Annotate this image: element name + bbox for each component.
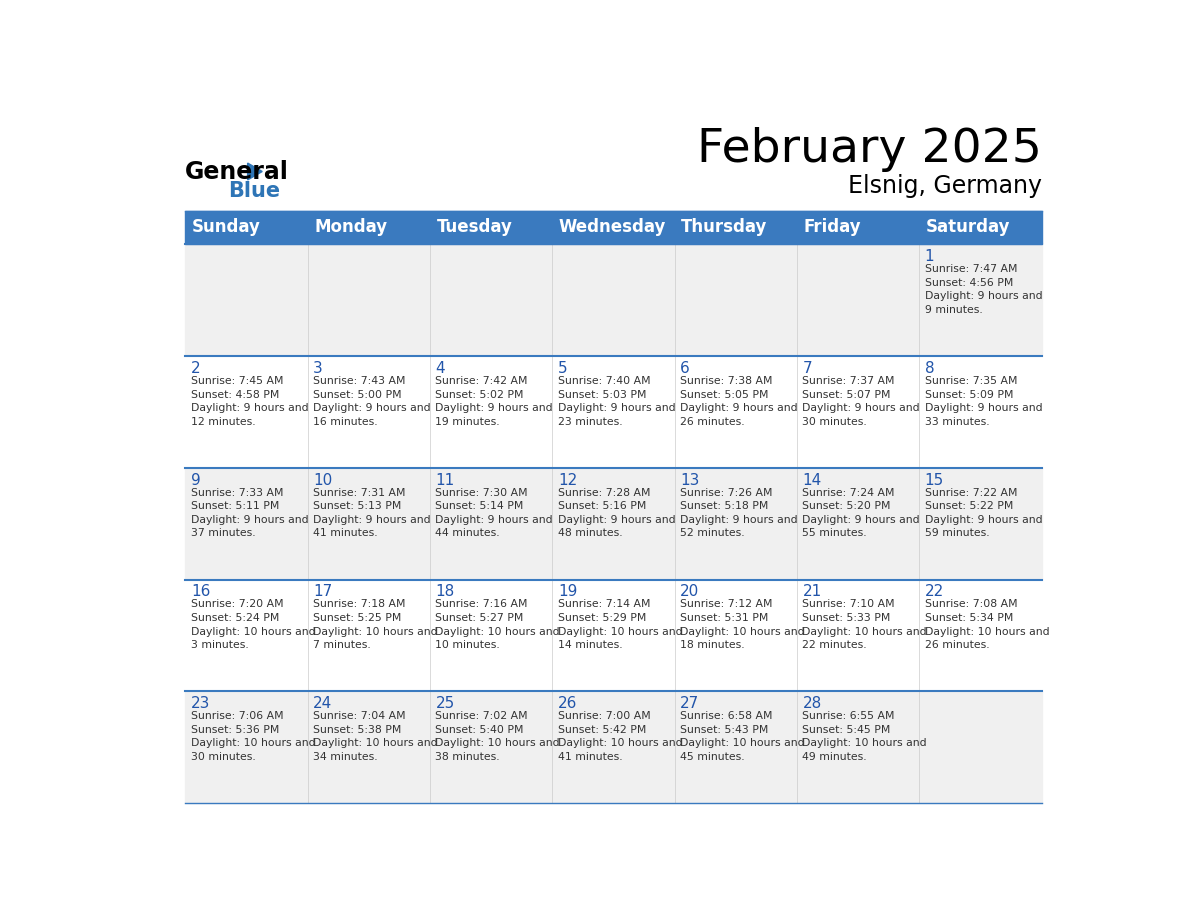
Text: Sunrise: 7:08 AM
Sunset: 5:34 PM
Daylight: 10 hours and
26 minutes.: Sunrise: 7:08 AM Sunset: 5:34 PM Dayligh… [924,599,1049,650]
Text: Sunrise: 7:16 AM
Sunset: 5:27 PM
Daylight: 10 hours and
10 minutes.: Sunrise: 7:16 AM Sunset: 5:27 PM Dayligh… [436,599,560,650]
Bar [185,356,1042,468]
Text: Sunrise: 7:28 AM
Sunset: 5:16 PM
Daylight: 9 hours and
48 minutes.: Sunrise: 7:28 AM Sunset: 5:16 PM Dayligh… [558,487,676,539]
Text: 15: 15 [924,473,944,487]
Text: Sunrise: 7:43 AM
Sunset: 5:00 PM
Daylight: 9 hours and
16 minutes.: Sunrise: 7:43 AM Sunset: 5:00 PM Dayligh… [314,376,431,427]
Text: Sunrise: 7:20 AM
Sunset: 5:24 PM
Daylight: 10 hours and
3 minutes.: Sunrise: 7:20 AM Sunset: 5:24 PM Dayligh… [191,599,316,650]
Text: 25: 25 [436,696,455,711]
Bar [185,691,1042,803]
Text: 1: 1 [924,250,935,264]
Text: 6: 6 [681,361,690,376]
Text: Blue: Blue [228,182,280,201]
Text: Sunrise: 7:00 AM
Sunset: 5:42 PM
Daylight: 10 hours and
41 minutes.: Sunrise: 7:00 AM Sunset: 5:42 PM Dayligh… [558,711,682,762]
Text: 23: 23 [191,696,210,711]
Text: Sunrise: 7:30 AM
Sunset: 5:14 PM
Daylight: 9 hours and
44 minutes.: Sunrise: 7:30 AM Sunset: 5:14 PM Dayligh… [436,487,554,539]
Text: 4: 4 [436,361,446,376]
Text: 16: 16 [191,585,210,599]
Text: 24: 24 [314,696,333,711]
Text: Wednesday: Wednesday [558,218,666,237]
Text: 5: 5 [558,361,568,376]
Text: 3: 3 [314,361,323,376]
Text: Sunrise: 7:45 AM
Sunset: 4:58 PM
Daylight: 9 hours and
12 minutes.: Sunrise: 7:45 AM Sunset: 4:58 PM Dayligh… [191,376,309,427]
Text: Sunrise: 7:02 AM
Sunset: 5:40 PM
Daylight: 10 hours and
38 minutes.: Sunrise: 7:02 AM Sunset: 5:40 PM Dayligh… [436,711,560,762]
Text: Sunrise: 7:22 AM
Sunset: 5:22 PM
Daylight: 9 hours and
59 minutes.: Sunrise: 7:22 AM Sunset: 5:22 PM Dayligh… [924,487,1042,539]
Text: Sunrise: 7:31 AM
Sunset: 5:13 PM
Daylight: 9 hours and
41 minutes.: Sunrise: 7:31 AM Sunset: 5:13 PM Dayligh… [314,487,431,539]
Bar [185,579,1042,691]
Text: 8: 8 [924,361,935,376]
Text: 22: 22 [924,585,944,599]
Text: 27: 27 [681,696,700,711]
Text: 26: 26 [558,696,577,711]
Text: Sunrise: 6:55 AM
Sunset: 5:45 PM
Daylight: 10 hours and
49 minutes.: Sunrise: 6:55 AM Sunset: 5:45 PM Dayligh… [802,711,927,762]
Text: 11: 11 [436,473,455,487]
Text: 17: 17 [314,585,333,599]
Text: 9: 9 [191,473,201,487]
Text: Sunday: Sunday [191,218,260,237]
Text: Thursday: Thursday [681,218,767,237]
Text: 18: 18 [436,585,455,599]
Text: Sunrise: 7:38 AM
Sunset: 5:05 PM
Daylight: 9 hours and
26 minutes.: Sunrise: 7:38 AM Sunset: 5:05 PM Dayligh… [681,376,798,427]
Text: Sunrise: 7:35 AM
Sunset: 5:09 PM
Daylight: 9 hours and
33 minutes.: Sunrise: 7:35 AM Sunset: 5:09 PM Dayligh… [924,376,1042,427]
Text: 13: 13 [681,473,700,487]
Text: Sunrise: 6:58 AM
Sunset: 5:43 PM
Daylight: 10 hours and
45 minutes.: Sunrise: 6:58 AM Sunset: 5:43 PM Dayligh… [681,711,804,762]
Text: 19: 19 [558,585,577,599]
Text: Elsnig, Germany: Elsnig, Germany [847,174,1042,197]
Text: Friday: Friday [803,218,861,237]
Text: 28: 28 [802,696,822,711]
Text: Sunrise: 7:42 AM
Sunset: 5:02 PM
Daylight: 9 hours and
19 minutes.: Sunrise: 7:42 AM Sunset: 5:02 PM Dayligh… [436,376,554,427]
Text: Sunrise: 7:26 AM
Sunset: 5:18 PM
Daylight: 9 hours and
52 minutes.: Sunrise: 7:26 AM Sunset: 5:18 PM Dayligh… [681,487,798,539]
Text: Sunrise: 7:14 AM
Sunset: 5:29 PM
Daylight: 10 hours and
14 minutes.: Sunrise: 7:14 AM Sunset: 5:29 PM Dayligh… [558,599,682,650]
Text: Sunrise: 7:24 AM
Sunset: 5:20 PM
Daylight: 9 hours and
55 minutes.: Sunrise: 7:24 AM Sunset: 5:20 PM Dayligh… [802,487,920,539]
Text: Sunrise: 7:12 AM
Sunset: 5:31 PM
Daylight: 10 hours and
18 minutes.: Sunrise: 7:12 AM Sunset: 5:31 PM Dayligh… [681,599,804,650]
Text: 2: 2 [191,361,201,376]
Text: Sunrise: 7:40 AM
Sunset: 5:03 PM
Daylight: 9 hours and
23 minutes.: Sunrise: 7:40 AM Sunset: 5:03 PM Dayligh… [558,376,676,427]
Text: Sunrise: 7:37 AM
Sunset: 5:07 PM
Daylight: 9 hours and
30 minutes.: Sunrise: 7:37 AM Sunset: 5:07 PM Dayligh… [802,376,920,427]
Bar [185,468,1042,579]
Text: Tuesday: Tuesday [436,218,512,237]
Text: Saturday: Saturday [925,218,1010,237]
Text: Monday: Monday [314,218,387,237]
Text: 10: 10 [314,473,333,487]
Text: Sunrise: 7:33 AM
Sunset: 5:11 PM
Daylight: 9 hours and
37 minutes.: Sunrise: 7:33 AM Sunset: 5:11 PM Dayligh… [191,487,309,539]
Text: 20: 20 [681,585,700,599]
Text: Sunrise: 7:10 AM
Sunset: 5:33 PM
Daylight: 10 hours and
22 minutes.: Sunrise: 7:10 AM Sunset: 5:33 PM Dayligh… [802,599,927,650]
Text: 7: 7 [802,361,813,376]
Text: 21: 21 [802,585,822,599]
Text: 14: 14 [802,473,822,487]
Bar [185,210,1042,244]
Text: General: General [185,161,289,185]
Text: Sunrise: 7:04 AM
Sunset: 5:38 PM
Daylight: 10 hours and
34 minutes.: Sunrise: 7:04 AM Sunset: 5:38 PM Dayligh… [314,711,438,762]
Text: February 2025: February 2025 [696,127,1042,172]
Text: 12: 12 [558,473,577,487]
Text: Sunrise: 7:47 AM
Sunset: 4:56 PM
Daylight: 9 hours and
9 minutes.: Sunrise: 7:47 AM Sunset: 4:56 PM Dayligh… [924,264,1042,315]
Text: Sunrise: 7:06 AM
Sunset: 5:36 PM
Daylight: 10 hours and
30 minutes.: Sunrise: 7:06 AM Sunset: 5:36 PM Dayligh… [191,711,316,762]
Text: Sunrise: 7:18 AM
Sunset: 5:25 PM
Daylight: 10 hours and
7 minutes.: Sunrise: 7:18 AM Sunset: 5:25 PM Dayligh… [314,599,438,650]
Bar [185,244,1042,356]
